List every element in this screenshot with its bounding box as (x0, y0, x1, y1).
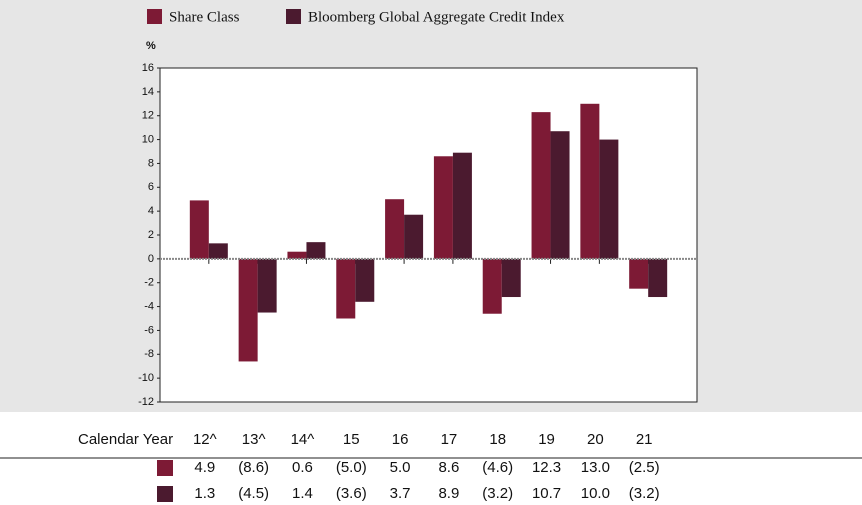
table-column-header: 14^ (291, 431, 315, 448)
bar (287, 251, 307, 259)
y-tick-label: 6 (148, 181, 154, 193)
table-column-header: 12^ (193, 431, 217, 448)
table-header: Calendar Year (78, 431, 173, 448)
y-tick-label: -10 (138, 372, 154, 384)
table-cell: 8.9 (438, 485, 459, 502)
table-cell: 8.6 (438, 459, 459, 476)
table-column-header: 21 (636, 431, 653, 448)
table-cell: (4.6) (482, 459, 513, 476)
y-tick-label: 8 (148, 157, 154, 169)
y-axis-label: % (146, 40, 156, 52)
table-column-header: 15 (343, 431, 360, 448)
y-tick-label: 12 (142, 110, 154, 122)
legend-swatch (286, 9, 301, 24)
bar (452, 152, 472, 259)
table-cell: (4.5) (238, 485, 269, 502)
bar (433, 156, 453, 259)
table-cell: 0.6 (292, 459, 313, 476)
table-cell: 4.9 (194, 459, 215, 476)
legend-label: Share Class (169, 9, 240, 25)
table-cell: 1.4 (292, 485, 313, 502)
bar (306, 242, 326, 259)
y-tick-label: 16 (142, 62, 154, 74)
table-column-header: 13^ (242, 431, 266, 448)
bar (599, 139, 619, 259)
table-cell: 12.3 (532, 459, 561, 476)
y-tick-label: -12 (138, 396, 154, 408)
bar (355, 258, 375, 302)
table-cell: 13.0 (581, 459, 610, 476)
table-row-swatch (157, 460, 173, 476)
y-tick-label: -8 (144, 348, 154, 360)
bar (531, 112, 551, 259)
table-cell: 3.7 (390, 485, 411, 502)
table-cell: 10.7 (532, 485, 561, 502)
table-cell: (8.6) (238, 459, 269, 476)
y-tick-label: 0 (148, 253, 154, 265)
bar (550, 131, 570, 259)
legend-swatch (147, 9, 162, 24)
table-column-header: 16 (392, 431, 409, 448)
table-cell: (3.2) (629, 485, 660, 502)
table-column-header: 18 (489, 431, 506, 448)
y-tick-label: -4 (144, 300, 154, 312)
y-tick-label: -2 (144, 277, 154, 289)
bar (385, 199, 405, 259)
bar (648, 258, 668, 298)
bar (189, 200, 209, 259)
table-cell: (3.2) (482, 485, 513, 502)
bar (336, 258, 356, 319)
bar (404, 214, 424, 259)
table-cell: (2.5) (629, 459, 660, 476)
table-cell: (3.6) (336, 485, 367, 502)
y-tick-label: 14 (142, 86, 154, 98)
table-column-header: 19 (538, 431, 555, 448)
legend-label: Bloomberg Global Aggregate Credit Index (308, 9, 565, 25)
table-column-header: 17 (441, 431, 458, 448)
table-column-header: 20 (587, 431, 604, 448)
bar (580, 103, 600, 259)
bar (208, 243, 228, 259)
table-cell: 10.0 (581, 485, 610, 502)
table-cell: 1.3 (194, 485, 215, 502)
bar (238, 258, 258, 362)
bar (501, 258, 521, 298)
table-cell: 5.0 (390, 459, 411, 476)
table-row-swatch (157, 486, 173, 502)
bar (257, 258, 277, 313)
table-cell: (5.0) (336, 459, 367, 476)
y-tick-label: 2 (148, 229, 154, 241)
y-tick-label: 4 (148, 205, 154, 217)
bar (482, 258, 502, 314)
y-tick-label: 10 (142, 133, 154, 145)
bar (629, 258, 649, 289)
y-tick-label: -6 (144, 324, 154, 336)
